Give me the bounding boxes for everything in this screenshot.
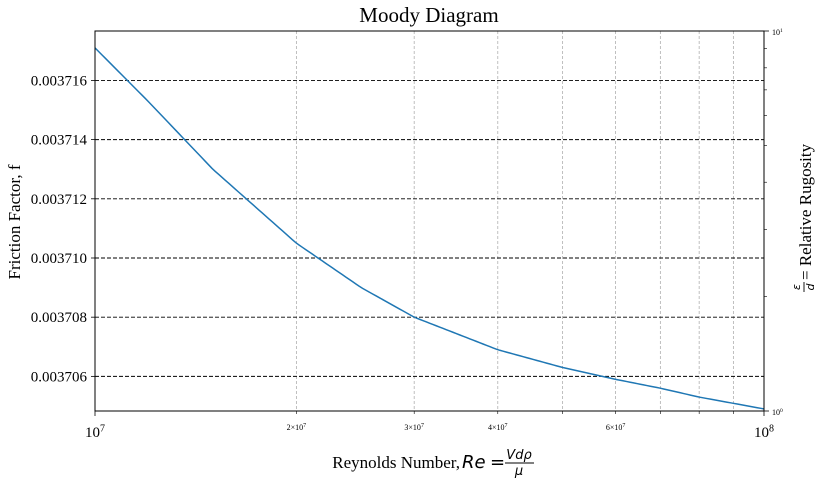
x-minor-tick-label-1: 2×107 (287, 423, 307, 432)
plot-frame (94, 30, 765, 412)
y-tick-label-4: 0.003712 (31, 192, 87, 208)
x-major-tick-label-2: 108 (754, 424, 774, 442)
y2-axis-label-numerator: ε (790, 284, 803, 290)
x-minor-tick-label-3: 4×107 (488, 423, 508, 432)
series-line-1 (94, 47, 765, 410)
y2-axis-label: ε d = Relative Rugosity (790, 143, 817, 292)
y2-tick-label-2: 101 (772, 28, 783, 37)
x-axis-label-formula-equals: = (490, 452, 505, 473)
grid-lines (95, 31, 764, 411)
x-axis-label: Reynolds Number, Re = Vdρ μ (332, 448, 534, 479)
chart-title: Moody Diagram (359, 3, 498, 27)
x-major-tick-label-1: 107 (85, 424, 105, 442)
y-tick-label-3: 0.003710 (31, 251, 87, 267)
axes-frame (94, 30, 765, 412)
x-axis-label-formula-lhs: Re (462, 452, 486, 473)
y-tick-label-5: 0.003714 (31, 133, 88, 149)
y-axis-label: Friction Factor, f (5, 164, 24, 279)
y2-axis-label-denominator: d (804, 282, 817, 290)
y2-tick-label-1: 100 (772, 408, 783, 417)
x-axis-label-formula-numerator: Vdρ (506, 448, 532, 463)
y-tick-label-6: 0.003716 (31, 73, 88, 89)
x-minor-tick-label-5: 6×107 (606, 423, 626, 432)
y-tick-label-2: 0.003708 (31, 310, 87, 326)
y-tick-label-1: 0.003706 (31, 369, 88, 385)
y2-axis-label-text: = Relative Rugosity (796, 143, 815, 280)
x-axis-label-formula-denominator: μ (514, 464, 523, 479)
x-axis-label-text: Reynolds Number, (332, 453, 460, 472)
data-series (94, 47, 765, 410)
axis-ticks: 0.003706 0.003708 0.003710 0.003712 0.003714… (31, 28, 783, 441)
x-minor-tick-label-2: 3×107 (404, 423, 424, 432)
